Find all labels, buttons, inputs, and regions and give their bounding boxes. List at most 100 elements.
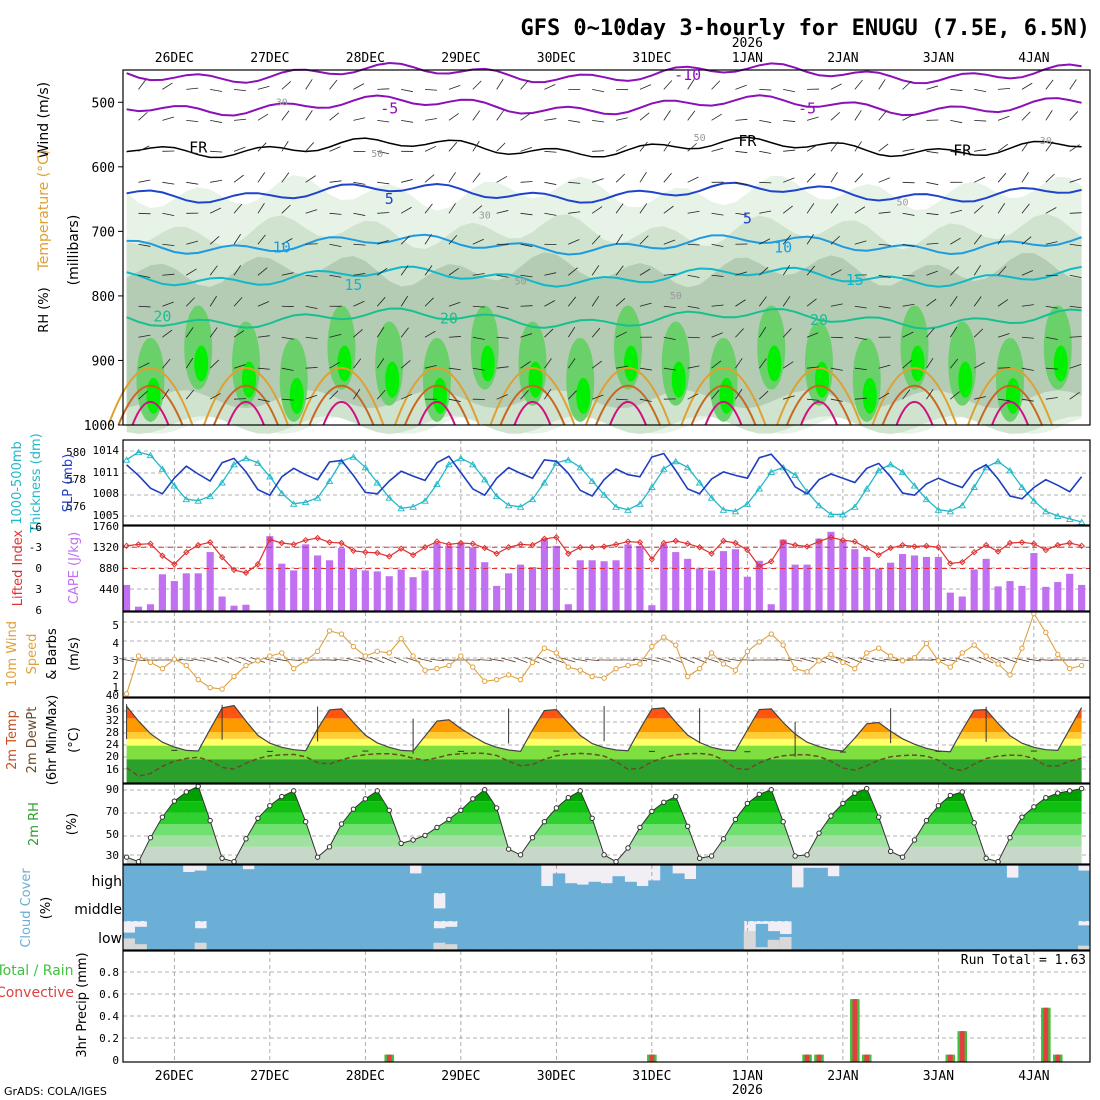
panel-frames bbox=[118, 69, 1091, 1063]
wind-barb bbox=[615, 173, 626, 183]
wind-barb bbox=[997, 234, 1006, 245]
cloud-gray bbox=[134, 944, 148, 950]
wind-barb bbox=[448, 398, 461, 402]
wind-barb bbox=[854, 141, 862, 152]
cloud-bar bbox=[1030, 865, 1043, 893]
wind-speed-point bbox=[816, 658, 822, 664]
cloud-bar bbox=[349, 921, 363, 950]
wind-barb bbox=[233, 203, 243, 214]
wind-barb bbox=[186, 268, 197, 276]
wind-barb bbox=[735, 299, 746, 307]
wind-barb bbox=[353, 358, 362, 369]
cloud-bar bbox=[851, 921, 864, 950]
wind-barb bbox=[974, 148, 987, 152]
cloud-bar bbox=[863, 921, 876, 950]
wind-barb bbox=[639, 268, 651, 276]
thickness-point bbox=[468, 460, 477, 468]
wind-barb bbox=[950, 209, 963, 214]
wind-barb bbox=[926, 242, 939, 245]
cape-bar bbox=[636, 545, 644, 611]
li-point bbox=[684, 540, 691, 547]
cloud-bar bbox=[194, 893, 208, 921]
wind-speed-point bbox=[649, 643, 655, 650]
wind-barb bbox=[687, 336, 700, 339]
rh2m-point bbox=[804, 852, 810, 858]
cloud-bar bbox=[1018, 893, 1031, 921]
cloud-bar bbox=[158, 893, 172, 921]
wind-speed-point bbox=[708, 650, 715, 656]
wind-barb bbox=[592, 88, 605, 93]
li-point bbox=[803, 543, 811, 550]
isotherm-label: 20 bbox=[153, 308, 171, 326]
slp-tick: 1011 bbox=[93, 466, 120, 479]
wind-barb-10m bbox=[191, 658, 206, 662]
wind-barb bbox=[926, 298, 937, 307]
wind-barb bbox=[424, 233, 432, 245]
wind-barb bbox=[329, 112, 340, 121]
wind-barb bbox=[902, 331, 914, 338]
precip-conv-bar bbox=[386, 1054, 392, 1062]
wind-barb bbox=[902, 114, 914, 121]
li-point bbox=[636, 539, 644, 546]
temp-tick: 24 bbox=[106, 738, 120, 751]
cape-bar bbox=[696, 568, 704, 611]
cloud-bar bbox=[684, 879, 697, 893]
cape-bar bbox=[242, 604, 250, 611]
cloud-bar bbox=[552, 921, 566, 950]
cloud-bar bbox=[612, 921, 625, 950]
wind-speed-point bbox=[696, 665, 703, 672]
wind-label: & Barbs bbox=[45, 628, 60, 680]
rh2m-fill bbox=[126, 786, 1082, 864]
rh2m-point bbox=[255, 815, 261, 821]
cloud-bar bbox=[779, 865, 793, 893]
rh-band bbox=[126, 812, 1082, 824]
cape-bar bbox=[648, 605, 656, 611]
li-point bbox=[935, 544, 942, 551]
li-point bbox=[135, 541, 142, 548]
cloud-bar bbox=[373, 893, 387, 921]
wind-speed-point bbox=[589, 673, 595, 680]
wind-speed-point bbox=[171, 656, 178, 662]
wind-speed-point bbox=[505, 672, 512, 678]
top-day-tick: 27DEC bbox=[250, 51, 289, 66]
rh2m-point bbox=[279, 793, 285, 800]
wind-barb bbox=[257, 234, 266, 245]
cloud-bar bbox=[314, 893, 327, 921]
thickness-point bbox=[791, 471, 799, 478]
wind-barb bbox=[687, 305, 700, 309]
wind-barb bbox=[663, 172, 672, 183]
wind-barb bbox=[233, 364, 246, 369]
wind-barb bbox=[138, 243, 151, 247]
li-point bbox=[147, 540, 154, 547]
rh2m-point bbox=[589, 815, 595, 821]
precip-conv-bar bbox=[864, 1054, 870, 1062]
cloud-bar bbox=[696, 865, 709, 893]
thickness-point bbox=[576, 463, 585, 471]
cloud-bar bbox=[612, 893, 625, 921]
wind-barb bbox=[663, 367, 676, 371]
cloud-bar bbox=[1018, 921, 1031, 950]
cloud-bar bbox=[719, 921, 733, 950]
wind-barb bbox=[233, 118, 247, 121]
cape-bar bbox=[206, 552, 214, 611]
wind-barb bbox=[185, 357, 194, 369]
rh-cell-high bbox=[815, 361, 830, 398]
wind-barb bbox=[830, 171, 838, 183]
cloud-bar bbox=[958, 893, 972, 921]
temp-band bbox=[126, 718, 1082, 732]
cloud-bar bbox=[660, 921, 673, 950]
cloud-bar bbox=[1078, 925, 1091, 950]
li-point bbox=[374, 549, 381, 557]
rh-contour-label: 30 bbox=[479, 210, 491, 221]
cape-bar bbox=[337, 548, 346, 611]
rh2m-point bbox=[708, 853, 715, 859]
cloud-bar bbox=[910, 865, 924, 893]
isotherm-label: 15 bbox=[846, 271, 864, 289]
cloud-bar bbox=[421, 893, 434, 921]
cape-bar bbox=[898, 554, 907, 611]
thickness-point bbox=[385, 494, 394, 501]
pressure-tick: 700 bbox=[92, 225, 115, 240]
top-day-tick: 1JAN bbox=[732, 51, 763, 66]
wind-speed-point bbox=[673, 642, 679, 648]
wind-barb bbox=[257, 267, 268, 276]
